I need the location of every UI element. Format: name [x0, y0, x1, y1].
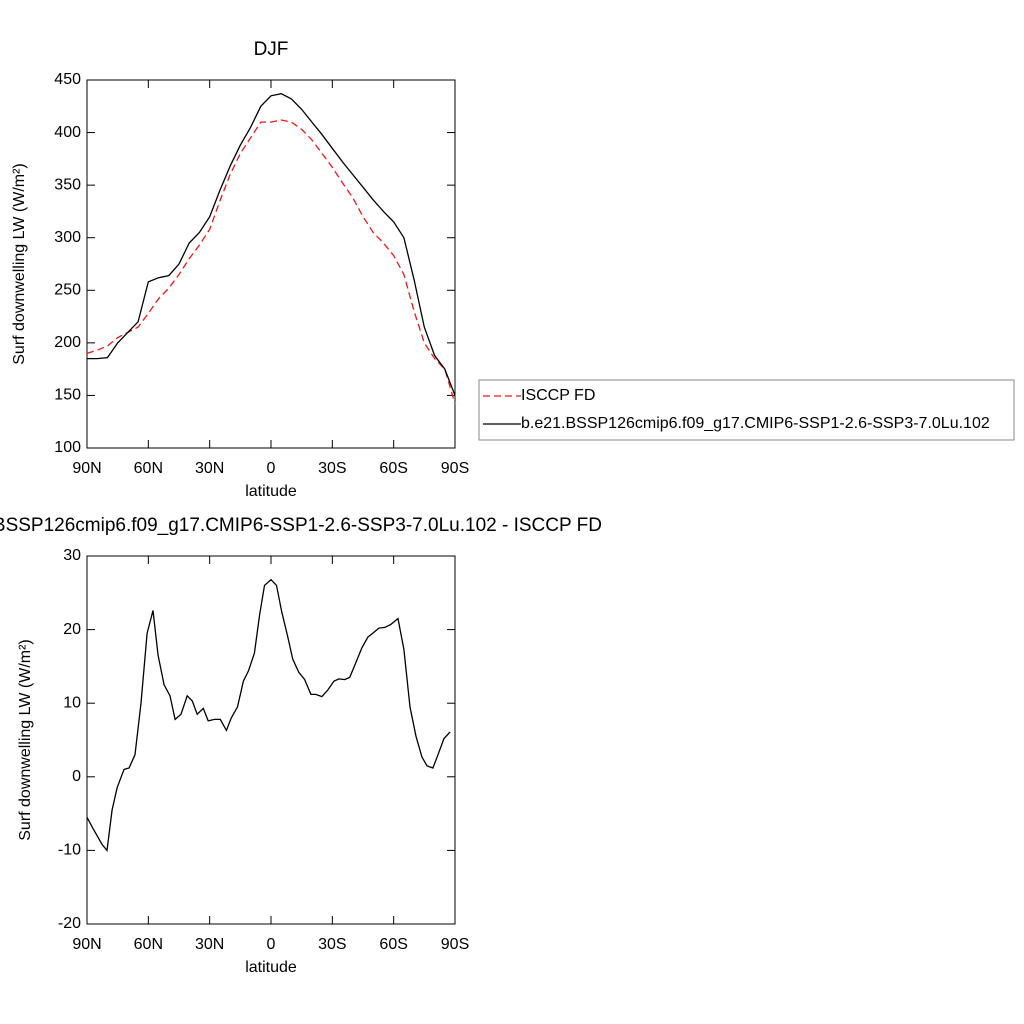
- y-tick-label: 200: [54, 334, 81, 351]
- x-tick-label: 30S: [318, 936, 346, 953]
- x-tick-label: 30N: [195, 460, 224, 477]
- y-tick-label: 20: [63, 621, 81, 638]
- y-tick-label: 0: [72, 768, 81, 785]
- y-tick-label: 450: [54, 71, 81, 88]
- legend-box: [478, 379, 1015, 441]
- chart-title: b.e21.BSSP126cmip6.f09_g17.CMIP6-SSP1-2.…: [0, 515, 602, 536]
- x-tick-label: 0: [267, 460, 276, 477]
- y-tick-label: -10: [58, 842, 81, 859]
- x-tick-label: 30N: [195, 936, 224, 953]
- chart-title: DJF: [254, 39, 289, 60]
- x-tick-label: 60N: [134, 936, 163, 953]
- x-tick-label: 30S: [318, 460, 346, 477]
- x-tick-label: 90S: [441, 460, 469, 477]
- plot-frame: [86, 555, 456, 925]
- x-tick-label: 0: [267, 936, 276, 953]
- legend-label: b.e21.BSSP126cmip6.f09_g17.CMIP6-SSP1-2.…: [521, 415, 990, 432]
- y-tick-label: 30: [63, 547, 81, 564]
- x-tick-label: 60S: [379, 460, 407, 477]
- plot-frame: [86, 79, 456, 449]
- y-tick-label: 300: [54, 229, 81, 246]
- y-tick-label: 150: [54, 387, 81, 404]
- x-tick-label: 90N: [72, 460, 101, 477]
- x-tick-label: 90N: [72, 936, 101, 953]
- y-axis-label: Surf downwelling LW (W/m²): [11, 163, 28, 365]
- y-tick-label: 10: [63, 694, 81, 711]
- x-tick-label: 60N: [134, 460, 163, 477]
- line: [86, 578, 451, 852]
- legend-label: ISCCP FD: [521, 387, 595, 404]
- y-tick-label: 250: [54, 282, 81, 299]
- y-axis-label: Surf downwelling LW (W/m²): [17, 639, 34, 841]
- x-axis-label: latitude: [245, 959, 297, 976]
- x-axis-label: latitude: [245, 483, 297, 500]
- y-tick-label: 100: [54, 439, 81, 456]
- line: [86, 119, 456, 404]
- y-tick-label: 350: [54, 176, 81, 193]
- y-tick-label: 400: [54, 124, 81, 141]
- x-tick-label: 60S: [379, 936, 407, 953]
- x-tick-label: 90S: [441, 936, 469, 953]
- line: [87, 93, 456, 396]
- y-tick-label: -20: [58, 915, 81, 932]
